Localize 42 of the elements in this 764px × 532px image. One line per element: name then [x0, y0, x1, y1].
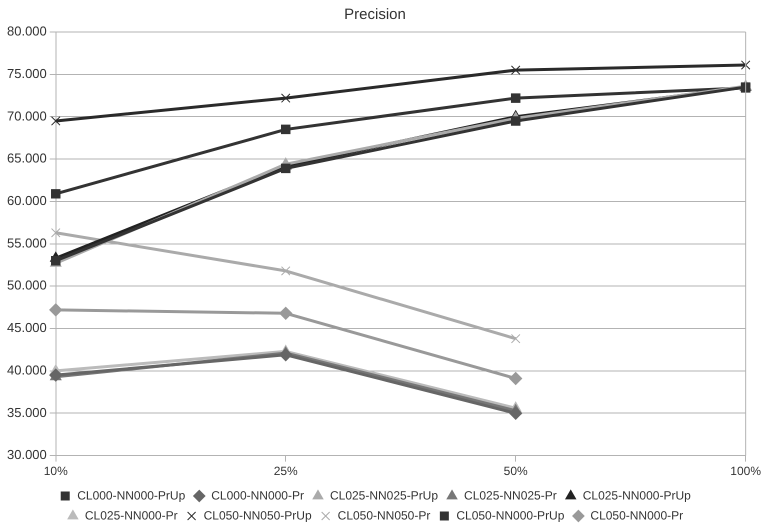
- point: [740, 60, 750, 70]
- x-tick-label: 100%: [730, 464, 762, 478]
- point: [510, 116, 520, 126]
- point: [510, 93, 520, 103]
- y-tick-label: 80.000: [6, 24, 47, 39]
- legend-label: CL050-NN050-PrUp: [204, 508, 312, 522]
- legend-label: CL050-NN000-Pr: [590, 508, 684, 522]
- point: [51, 189, 61, 199]
- y-tick-label: 75.000: [6, 66, 47, 81]
- y-tick-label: 35.000: [6, 404, 47, 420]
- legend-label: CL050-NN000-PrUp: [456, 508, 565, 522]
- legend-label: CL025-NN025-PrUp: [330, 488, 438, 502]
- point: [509, 406, 522, 420]
- y-tick-label: 45.000: [6, 320, 47, 336]
- y-tick-label: 50.000: [6, 278, 47, 293]
- legend-label: CL025-NN000-PrUp: [582, 488, 692, 502]
- x-tick-label: 25%: [274, 464, 298, 478]
- x-tick-label: 50%: [504, 464, 528, 478]
- y-tick-label: 40.000: [6, 362, 47, 378]
- y-tick-label: 60.000: [6, 193, 47, 208]
- y-tick-label: 30.000: [6, 447, 47, 462]
- point: [279, 306, 292, 320]
- point: [279, 348, 292, 362]
- point: [49, 303, 62, 316]
- legend-label: CL000-NN000-Pr: [211, 488, 304, 502]
- point: [280, 93, 290, 103]
- legend-label: CL050-NN050-Pr: [338, 508, 430, 522]
- legend-label: CL000-NN000-PrUp: [77, 488, 186, 502]
- x-tick-label: 10%: [44, 464, 68, 478]
- legend-label: CL025-NN000-Pr: [84, 508, 178, 522]
- point: [510, 334, 520, 344]
- point: [510, 65, 520, 75]
- point: [509, 372, 522, 386]
- point: [51, 228, 61, 238]
- point: [280, 164, 290, 174]
- legend-label: CL025-NN025-Pr: [464, 488, 557, 502]
- chart-title: Precision: [344, 6, 406, 24]
- y-tick-label: 65.000: [6, 150, 47, 166]
- point: [280, 266, 290, 276]
- point: [280, 124, 290, 134]
- y-tick-label: 70.000: [6, 108, 47, 124]
- y-tick-label: 55.000: [6, 235, 47, 250]
